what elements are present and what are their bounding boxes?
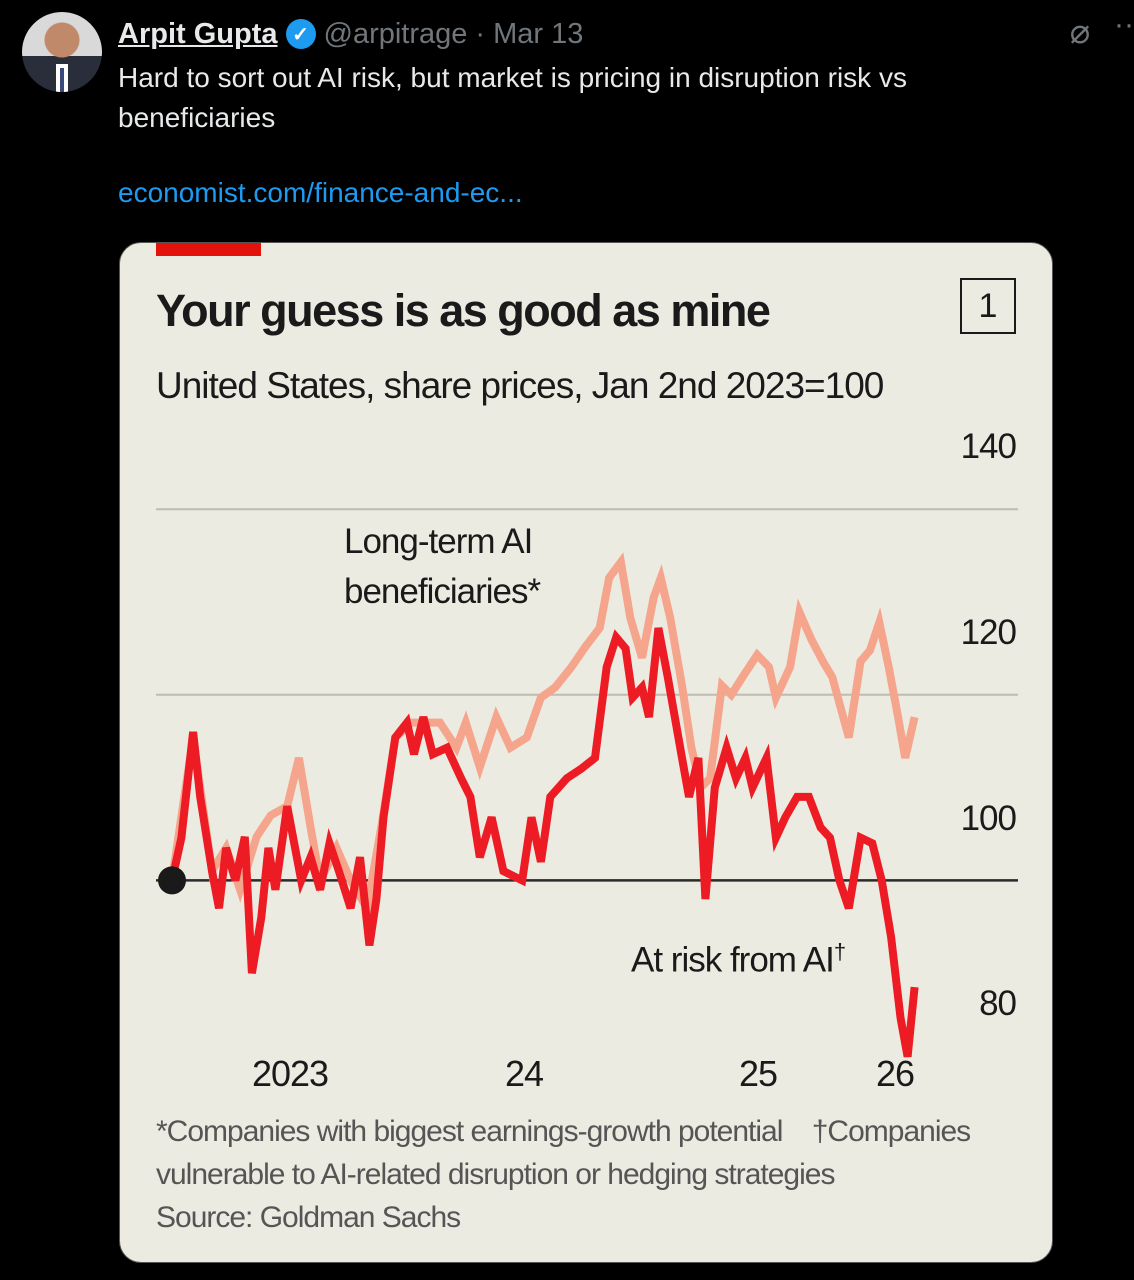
series-label-line: beneficiaries* <box>344 572 541 611</box>
economist-red-bar <box>156 243 261 256</box>
tweet-text: Hard to sort out AI risk, but market is … <box>118 62 907 133</box>
x-tick-label: 24 <box>504 1053 544 1094</box>
chart-number: 1 <box>960 278 1016 334</box>
more-dots-icon[interactable]: ·· <box>1114 8 1134 41</box>
chart-title: Your guess is as good as mine <box>156 285 771 336</box>
separator: · <box>475 17 486 50</box>
y-tick-label: 140 <box>960 427 1017 466</box>
chart-subtitle: United States, share prices, Jan 2nd 202… <box>156 365 884 406</box>
avatar[interactable] <box>22 12 102 92</box>
verified-badge-icon: ✓ <box>285 19 316 49</box>
series-label-beneficiaries: Long-term AI beneficiaries* <box>344 517 541 617</box>
footnote-line-1: *Companies with biggest earnings-growth … <box>156 1115 971 1149</box>
grok-icon[interactable]: ⌀ <box>1069 13 1091 51</box>
tweet-date[interactable]: Mar 13 <box>493 17 584 50</box>
series-label-text: At risk from AI <box>631 940 835 980</box>
series-line-at-risk <box>168 627 919 1058</box>
author-name[interactable]: Arpit Gupta <box>118 17 278 50</box>
dagger-mark: † <box>833 939 846 964</box>
line-chart <box>156 508 1018 1058</box>
chart-image-card[interactable]: Your guess is as good as mine 1 United S… <box>119 242 1053 1263</box>
start-point-marker <box>158 866 186 895</box>
tweet-link[interactable]: economist.com/finance-and-ec... <box>118 177 523 208</box>
series-label-at-risk: At risk from AI† <box>631 927 846 986</box>
y-tick-label: 120 <box>960 613 1017 652</box>
y-tick-label: 80 <box>979 984 1017 1023</box>
author-handle[interactable]: @arpitrage <box>323 17 468 50</box>
x-tick-label: 25 <box>738 1053 778 1094</box>
footnote-at-risk: †Companies <box>811 1115 971 1148</box>
x-tick-label: 26 <box>875 1053 915 1094</box>
tweet-header: Arpit Gupta ✓ @arpitrage · Mar 13 <box>118 14 583 54</box>
x-tick-label: 2023 <box>251 1053 329 1094</box>
series-label-line: Long-term AI <box>344 522 533 561</box>
y-tick-label: 100 <box>960 799 1017 838</box>
footnote-line-2: vulnerable to AI-related disruption or h… <box>156 1158 835 1191</box>
chart-source: Source: Goldman Sachs <box>156 1201 461 1234</box>
footnote-beneficiaries: *Companies with biggest earnings-growth … <box>156 1115 783 1148</box>
